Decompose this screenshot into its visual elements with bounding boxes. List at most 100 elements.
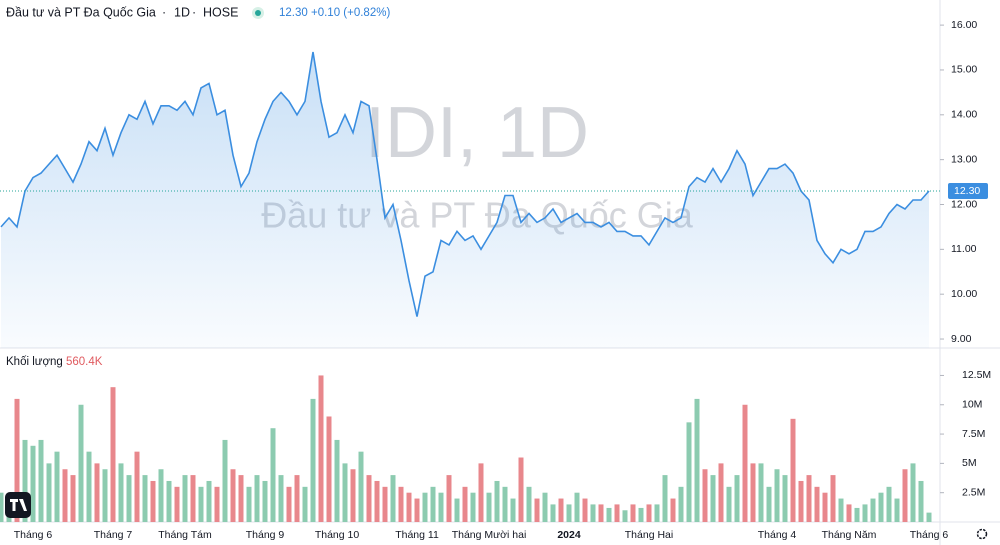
volume-bar: [558, 498, 564, 522]
y-tick-label: 16.00: [951, 19, 977, 31]
price-change: +0.10 (+0.82%): [311, 7, 390, 19]
volume-bar: [86, 451, 92, 522]
status-dot: [255, 10, 261, 16]
volume-bar: [614, 504, 620, 522]
y-tick-label: 10M: [962, 399, 982, 411]
x-tick-label: Tháng 10: [315, 529, 360, 541]
settings-icon[interactable]: [976, 528, 988, 540]
volume-bar: [782, 475, 788, 522]
volume-bar: [846, 504, 852, 522]
y-tick-label: 7.5M: [962, 428, 985, 440]
volume-bar: [678, 486, 684, 522]
logo-glyph: [10, 499, 27, 511]
volume-bar: [318, 375, 324, 522]
volume-bar: [326, 416, 332, 522]
volume-bar: [494, 480, 500, 522]
volume-bar: [710, 475, 716, 522]
volume-bar: [246, 486, 252, 522]
area: [1, 52, 929, 348]
y-tick-label: 9.00: [951, 333, 972, 345]
y-tick-label: 15.00: [951, 64, 977, 76]
volume-bar: [894, 498, 900, 522]
volume-bar: [446, 475, 452, 522]
logo[interactable]: [5, 492, 31, 518]
y-tick-label: 12.5M: [962, 369, 991, 381]
volume-bar: [414, 498, 420, 522]
x-tick-label: Tháng 11: [395, 529, 439, 541]
volume-bar: [918, 480, 924, 522]
volume-bar: [694, 398, 700, 522]
volume-bar: [342, 463, 348, 522]
volume-bar: [910, 463, 916, 522]
last-price-tag-label: 12.30: [954, 185, 980, 197]
volume-bar: [438, 492, 444, 522]
volume-bar: [758, 463, 764, 522]
volume-bar: [670, 498, 676, 522]
volume-bar: [862, 504, 868, 522]
volume-bar: [390, 475, 396, 522]
volume-bar: [46, 463, 52, 522]
volume-bar: [878, 492, 884, 522]
y-tick-label: 11.00: [951, 243, 977, 255]
volume-bar: [174, 486, 180, 522]
volume-bar: [262, 480, 268, 522]
dot: ·: [162, 5, 166, 19]
volume-bar: [638, 507, 644, 522]
volume-bar: [54, 451, 60, 522]
volume-bar: [430, 486, 436, 522]
volume-bar: [190, 475, 196, 522]
y-tick-label: 12.00: [951, 198, 977, 210]
price-line: [0, 51, 930, 317]
exchange: HOSE: [203, 5, 238, 19]
y-tick-label: 5M: [962, 457, 977, 469]
volume-title: Khối lượng: [6, 356, 63, 368]
volume-bar: [870, 498, 876, 522]
volume-bar: [814, 486, 820, 522]
volume-bar: [542, 492, 548, 522]
volume-bar: [518, 457, 524, 522]
y-tick-label: 2.5M: [962, 486, 985, 498]
volume-bar: [374, 480, 380, 522]
volume-bar: [22, 439, 28, 522]
y-tick-label: 10.00: [951, 288, 977, 300]
x-tick-label: Tháng 6: [14, 529, 53, 541]
volume-bar: [142, 475, 148, 522]
volume-bar: [0, 492, 4, 522]
volume-bar: [486, 492, 492, 522]
volume-bar: [534, 498, 540, 522]
volume-bar: [702, 469, 708, 522]
volume-bar: [606, 507, 612, 522]
volume-bar: [358, 451, 364, 522]
volume-bar: [502, 486, 508, 522]
volume-bar: [198, 486, 204, 522]
volume-bar: [254, 475, 260, 522]
volume-bar: [686, 422, 692, 522]
volume-bar: [126, 475, 132, 522]
dot: ·: [192, 5, 196, 19]
volume-bar: [350, 469, 356, 522]
volume-bar: [734, 475, 740, 522]
x-tick-label: Tháng 6: [910, 529, 949, 541]
volume-bar: [214, 486, 220, 522]
volume-bar: [622, 510, 628, 522]
volume-bar: [230, 469, 236, 522]
volume-bar: [38, 439, 44, 522]
last-price: 12.30: [279, 7, 308, 19]
volume-bar: [790, 418, 796, 522]
volume-bar: [654, 504, 660, 522]
volume-bar: [742, 404, 748, 522]
x-tick-label: Tháng Mười hai: [452, 529, 527, 541]
watermark: IDI, 1D: [365, 93, 589, 173]
volume-bar: [798, 480, 804, 522]
x-tick-label: Tháng 7: [94, 529, 133, 541]
symbol-title: Đầu tư và PT Đa Quốc Gia: [6, 5, 156, 19]
volume-bar: [134, 451, 140, 522]
volume-bar: [838, 498, 844, 522]
volume-bar: [182, 475, 188, 522]
volume-bar: [598, 504, 604, 522]
volume-bar: [526, 486, 532, 522]
volume-bar: [422, 492, 428, 522]
x-tick-label: Tháng Tám: [158, 529, 212, 541]
volume-bar: [646, 504, 652, 522]
volume-bar: [718, 463, 724, 522]
